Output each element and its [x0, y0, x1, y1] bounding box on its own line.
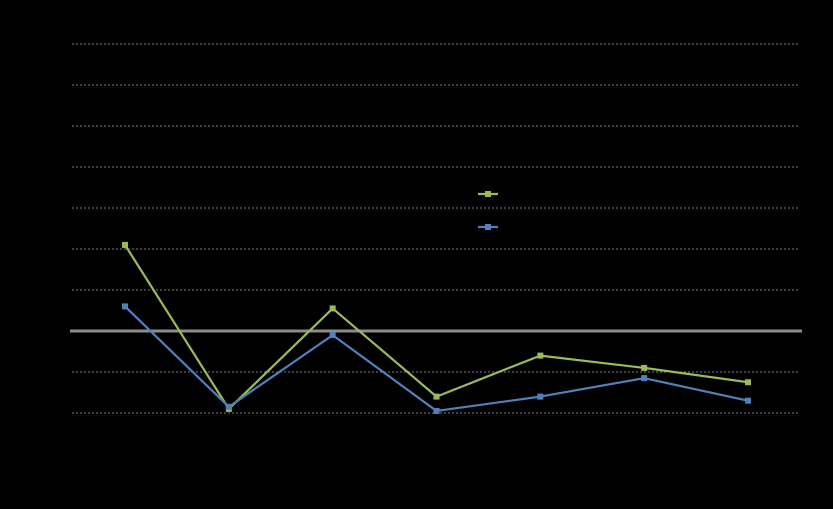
data-point — [122, 241, 128, 248]
series-line — [124, 244, 749, 410]
legend-entry-1 — [478, 191, 498, 197]
data-point — [433, 407, 440, 414]
data-point — [745, 397, 751, 404]
legend — [478, 191, 498, 230]
legend-marker — [485, 224, 491, 230]
gridlines — [72, 43, 800, 414]
series-lines — [122, 241, 751, 414]
series-1 — [122, 241, 751, 412]
data-point — [537, 393, 544, 400]
legend-marker — [485, 191, 491, 197]
data-point — [329, 305, 336, 312]
data-point — [433, 393, 440, 400]
data-point — [641, 364, 648, 371]
data-point — [641, 375, 648, 382]
data-point — [122, 303, 128, 310]
data-point — [225, 403, 232, 410]
data-point — [537, 352, 544, 359]
legend-entry-2 — [478, 224, 498, 230]
data-point — [329, 332, 336, 339]
data-point — [745, 379, 751, 386]
series-2 — [122, 303, 751, 414]
